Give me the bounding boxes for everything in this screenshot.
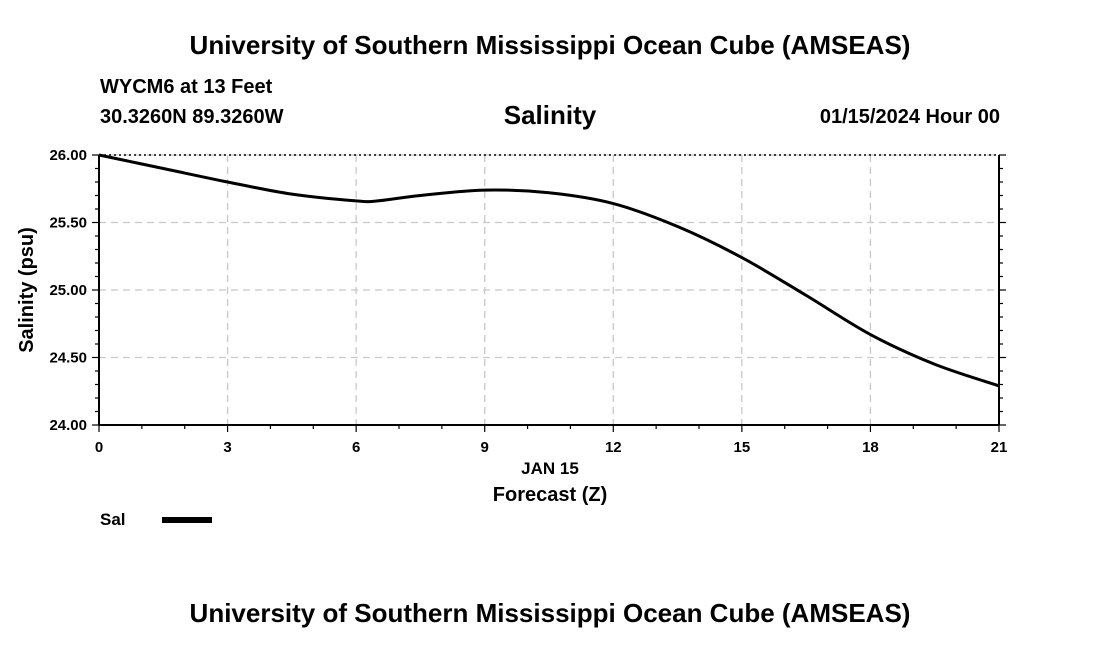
legend-line-swatch [162,517,212,523]
x-tick-label: 18 [862,439,879,456]
coordinates-label: 30.3260N 89.3260W [100,106,284,128]
y-tick-label: 24.00 [49,417,87,434]
x-tick-label: 21 [991,439,1008,456]
station-label: WYCM6 at 13 Feet [100,76,273,98]
footer-title: University of Southern Mississippi Ocean… [189,598,911,628]
y-axis-label: Salinity (psu) [16,227,38,353]
x-tick-label: 3 [223,439,231,456]
salinity-series-line [98,153,1000,388]
datetime-label: 01/15/2024 Hour 00 [819,106,1000,128]
y-tick-label: 25.00 [49,282,87,299]
y-tick-label: 25.50 [49,215,87,232]
x-tick-label: 15 [734,439,751,456]
y-tick-label: 24.50 [49,350,87,367]
x-tick-label: 12 [605,439,622,456]
x-tick-label: 0 [95,439,103,456]
x-axis-sublabel: JAN 15 [521,459,579,478]
x-tick-label: 6 [352,439,360,456]
page-title: University of Southern Mississippi Ocean… [189,30,911,60]
x-axis-label: Forecast (Z) [493,484,607,506]
chart-title: Salinity [503,100,597,130]
legend-label: Sal [100,510,126,529]
y-tick-label: 26.00 [49,147,87,164]
x-tick-label: 9 [481,439,489,456]
